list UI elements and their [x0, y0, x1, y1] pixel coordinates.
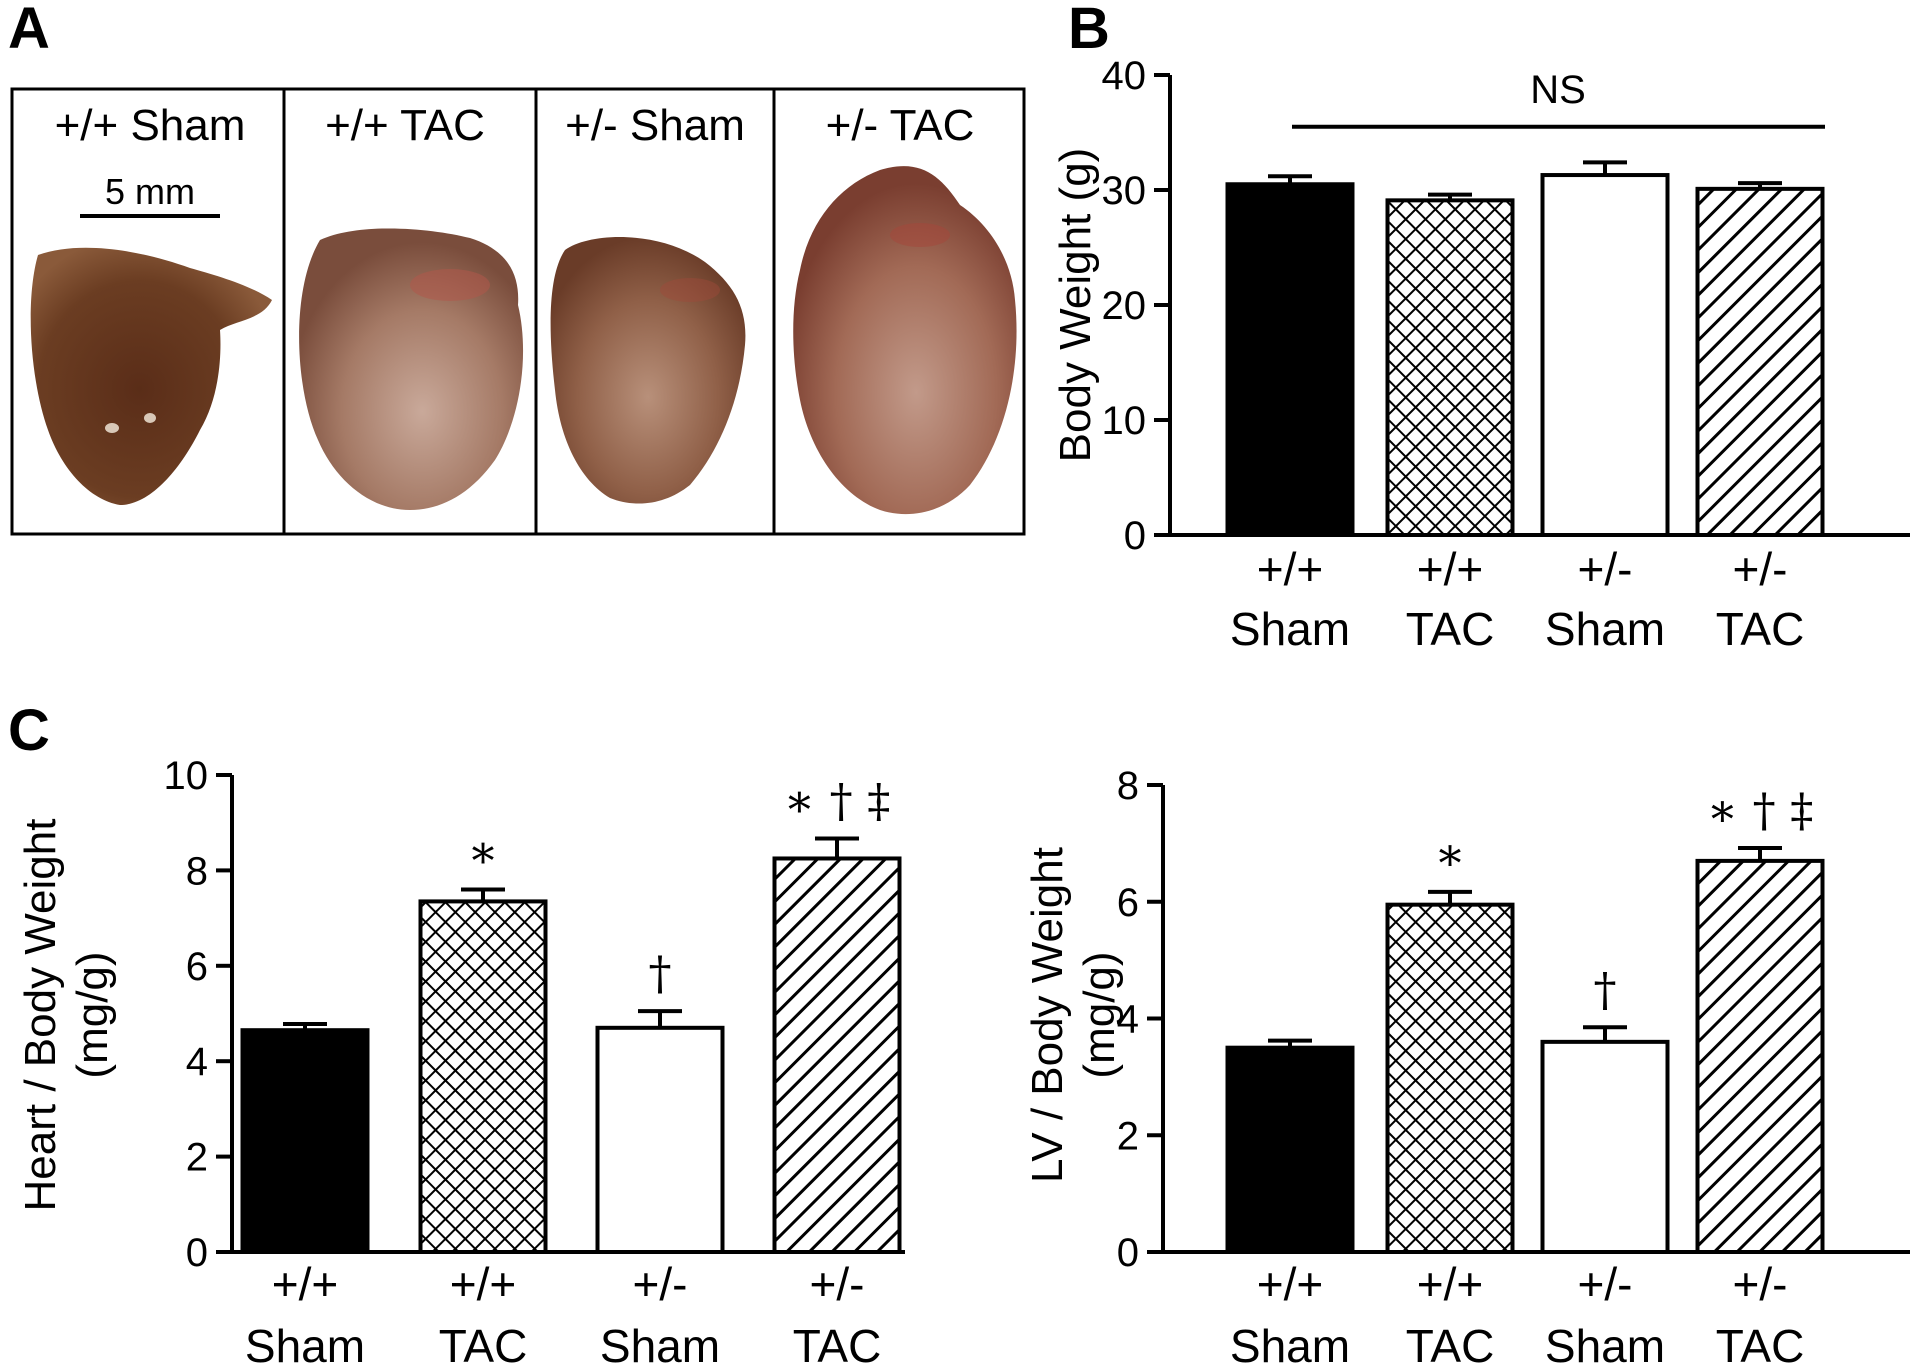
category-label-line1: +/+: [1417, 1258, 1484, 1310]
category-label-line2: TAC: [1716, 603, 1805, 655]
heart-vessel-wt-tac: [410, 269, 490, 301]
heart-image-wt-tac: [299, 228, 524, 510]
bar: [1695, 858, 1825, 1254]
photo-label-het-tac: +/- TAC: [826, 101, 975, 150]
scale-bar-label: 5 mm: [105, 171, 195, 212]
category-label-line2: Sham: [245, 1320, 365, 1370]
significance-label: ∗ † ‡: [784, 773, 891, 827]
heart-image-wt-sham: [30, 247, 273, 505]
photo-label-wt-tac: +/+ TAC: [325, 101, 485, 150]
category-label-line1: +/+: [1417, 543, 1484, 595]
bar: [1225, 182, 1355, 537]
photo-label-wt-sham: +/+ Sham: [55, 101, 246, 150]
heart-vessel-het-tac: [890, 223, 950, 247]
bar: [595, 1025, 725, 1255]
y-tick-label: 10: [1102, 399, 1147, 443]
panel-label-c: C: [8, 698, 50, 763]
y-tick-label: 10: [164, 754, 209, 798]
category-label-line2: Sham: [1230, 603, 1350, 655]
y-axis-title-line: LV / Body Weight: [1023, 847, 1072, 1183]
y-tick-label: 4: [186, 1040, 208, 1084]
y-tick-label: 20: [1102, 284, 1147, 328]
category-label-line2: Sham: [1230, 1320, 1350, 1370]
category-label-line1: +/-: [1733, 1258, 1788, 1310]
bar: [240, 1028, 370, 1254]
category-label-line1: +/-: [1578, 543, 1633, 595]
y-tick-label: 40: [1102, 54, 1147, 98]
category-label-line2: Sham: [1545, 603, 1665, 655]
y-tick-label: 6: [186, 945, 208, 989]
category-label-line2: TAC: [1406, 1320, 1495, 1370]
heart-highlight-wt-sham-2: [144, 413, 156, 423]
y-tick-label: 0: [1124, 514, 1146, 558]
y-tick-label: 2: [186, 1136, 208, 1180]
chart-heart-body-weight: 0 2 4 6 8 10 Heart / Body Weight (mg/g) +/+ Sham ∗…: [16, 754, 905, 1370]
ns-label: NS: [1530, 68, 1586, 112]
bar: [1540, 1039, 1670, 1254]
y-tick-label: 8: [186, 849, 208, 893]
bar: [1385, 902, 1515, 1254]
photo-frame-wt-tac: +/+ TAC: [282, 87, 538, 536]
heart-image-het-sham: [550, 237, 746, 504]
category-label-line1: +/+: [272, 1258, 339, 1310]
y-tick-label: 30: [1102, 169, 1147, 213]
y-axis-title-line: (mg/g): [1075, 951, 1124, 1078]
significance-label: ∗: [467, 824, 498, 878]
category-label-line2: TAC: [1406, 603, 1495, 655]
y-tick-label: 4: [1117, 998, 1139, 1042]
bar: [1225, 1045, 1355, 1254]
category-label-line1: +/+: [450, 1258, 517, 1310]
bar: [772, 856, 902, 1254]
heart-image-het-tac: [793, 166, 1017, 515]
category-label-line2: TAC: [1716, 1320, 1805, 1370]
significance-label: ∗: [1434, 827, 1465, 881]
significance-label: ∗ † ‡: [1707, 783, 1814, 837]
category-label-line1: +/+: [1257, 1258, 1324, 1310]
bar: [1385, 198, 1515, 537]
category-label-line1: +/-: [1733, 543, 1788, 595]
bar: [1695, 186, 1825, 537]
y-axis-title: Body Weight (g): [1051, 148, 1100, 463]
y-axis-title-line: (mg/g): [68, 951, 117, 1078]
heart-highlight-wt-sham: [105, 423, 119, 433]
panel-a-photos: +/+ Sham 5 mm +/+ TAC +/- Sham +/- TAC: [10, 87, 1026, 536]
y-tick-label: 8: [1117, 764, 1139, 808]
bar: [418, 899, 548, 1255]
y-tick-label: 0: [186, 1231, 208, 1275]
photo-frame-het-tac: +/- TAC: [772, 87, 1026, 536]
photo-frame-het-sham: +/- Sham: [534, 87, 776, 536]
panel-label-a: A: [8, 0, 50, 61]
category-label-line2: TAC: [793, 1320, 882, 1370]
photo-frame-wt-sham: +/+ Sham 5 mm: [10, 87, 286, 536]
significance-label: †: [649, 946, 672, 1000]
category-label-line2: Sham: [600, 1320, 720, 1370]
chart-lv-body-weight: 0 2 4 6 8 LV / Body Weight (mg/g) +/+ Sham ∗ +/+ TA…: [1023, 764, 1910, 1370]
heart-vessel-het-sham: [660, 278, 720, 302]
panel-label-b: B: [1068, 0, 1110, 61]
category-label-line2: TAC: [439, 1320, 528, 1370]
category-label-line1: +/+: [1257, 543, 1324, 595]
category-label-line1: +/-: [633, 1258, 688, 1310]
category-label-line1: +/-: [810, 1258, 865, 1310]
photo-label-het-sham: +/- Sham: [565, 101, 745, 150]
y-axis-title-line: Heart / Body Weight: [16, 819, 65, 1212]
chart-body-weight: 0 10 20 30 40 Body Weight (g) +/+ Sham +/+ TAC +/-…: [1051, 54, 1910, 655]
y-tick-label: 0: [1117, 1231, 1139, 1275]
significance-label: †: [1594, 962, 1617, 1016]
category-label-line1: +/-: [1578, 1258, 1633, 1310]
y-tick-label: 2: [1117, 1114, 1139, 1158]
category-label-line2: Sham: [1545, 1320, 1665, 1370]
y-tick-label: 6: [1117, 881, 1139, 925]
bar: [1540, 173, 1670, 538]
